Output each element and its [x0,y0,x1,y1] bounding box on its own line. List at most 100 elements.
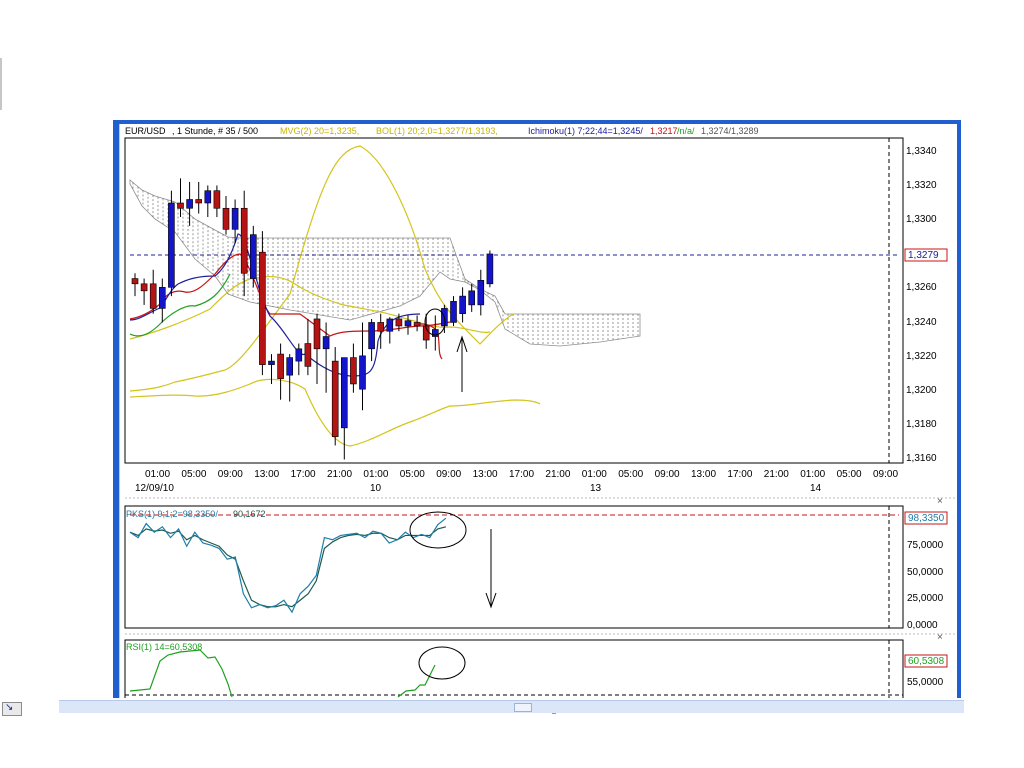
candle-body [413,322,421,327]
candle-body [222,207,230,230]
pks-fast-line [129,517,447,614]
price-tick: 1,3200 [906,385,937,396]
time-tick: 21:00 [545,469,570,480]
candle-body [259,251,266,365]
bollinger-lower [129,378,541,447]
pks-panel[interactable]: PKS(1) 9;1;2=98,3350/ 90,1672 98,3350 75… [124,505,948,631]
time-tick: 05:00 [618,469,643,480]
current-price-value: 1,3279 [908,250,939,261]
pks-current-box [904,511,948,525]
timeframe-label: , 1 Stunde, # 35 / 500 [172,126,258,136]
price-tick: 1,3320 [906,180,937,191]
price-tick: 1,3160 [906,453,937,464]
panel-divider-1[interactable]: × [125,496,956,507]
price-tick: 1,3260 [906,282,937,293]
current-price-box [904,248,948,262]
candle-body [477,279,485,306]
price-tick: 1,3240 [906,317,937,328]
panel-divider-2[interactable]: × [125,632,956,643]
time-tick: 17:00 [509,469,534,480]
corner-icon[interactable]: ↘ [2,702,22,716]
pks-label-slow: 90,1672 [233,509,266,519]
price-tick: 1,3180 [906,419,937,430]
rsi-tick: 55,0000 [907,677,944,688]
rsi-line [129,649,436,698]
price-tick: 1,3220 [906,351,937,362]
candle-body [368,322,375,350]
rsi-panel[interactable]: RSI(1) 14=60,5308 60,5308 55,0000 [124,639,948,701]
time-tick: 09:00 [436,469,461,480]
candle-body [177,202,184,209]
candle-body [286,357,293,376]
candles-group [131,178,494,460]
time-tick: 05:00 [837,469,862,480]
candle-body [468,290,476,306]
annotation-circle-price [424,308,446,336]
time-tick: 01:00 [363,469,388,480]
chikou-line [129,273,231,337]
horizontal-scrollbar[interactable] [59,700,964,713]
close-panel-icon: × [937,496,943,507]
pks-tick: 50,0000 [907,567,944,578]
price-tick: 1,3300 [906,214,937,225]
chart-window[interactable]: EUR/USD , 1 Stunde, # 35 / 500 MVG(2) 20… [119,124,957,701]
price-axis: 1,3340 1,3320 1,3300 1,3260 1,3240 1,322… [902,138,948,464]
time-tick: 21:00 [327,469,352,480]
candle-body [395,318,403,327]
candle-body [204,190,212,204]
candle-body [377,322,385,332]
time-tick: 17:00 [727,469,752,480]
time-tick: 09:00 [873,469,898,480]
time-tick: 01:00 [582,469,607,480]
candle-body [250,234,257,279]
pks-tick: 75,0000 [907,540,944,551]
time-tick: 13:00 [254,469,279,480]
date-label: 14 [810,483,822,494]
candle-body [450,301,457,323]
candle-body [240,207,248,274]
main-panel-header: EUR/USD , 1 Stunde, # 35 / 500 MVG(2) 20… [125,126,759,136]
pks-tick: 0,0000 [907,620,938,631]
candle-body [158,287,166,309]
bollinger-middle [129,276,491,340]
time-tick: 05:00 [181,469,206,480]
candle-body [331,360,339,437]
candle-body [404,320,412,327]
symbol-label: EUR/USD [125,126,166,136]
candle-body [268,360,275,365]
price-chart-canvas[interactable]: EUR/USD , 1 Stunde, # 35 / 500 MVG(2) 20… [120,124,957,701]
rsi-plot-area [124,639,904,701]
candle-body [459,295,466,314]
date-label: 12/09/10 [135,483,174,494]
candle-body [341,357,348,429]
rsi-current-box [904,654,948,668]
candle-body [186,199,193,209]
pks-current-value: 98,3350 [908,513,945,524]
main-plot-area[interactable] [124,137,904,464]
close-panel-icon: × [937,632,943,643]
candle-body [431,329,439,337]
kijun-line [129,253,451,337]
candle-body [350,357,357,385]
time-tick: 01:00 [800,469,825,480]
candle-body [168,202,175,288]
ichimoku-chikou-label: /n/a/ [677,126,695,136]
rsi-current-value: 60,5308 [908,656,945,667]
ichimoku-cloud-outline [129,179,466,321]
scrollbar-thumb[interactable] [514,703,532,712]
time-tick: 05:00 [400,469,425,480]
candle-body [386,318,394,332]
mvg-label: MVG(2) 20=1,3235, [280,126,359,136]
price-tick: 1,3340 [906,146,937,157]
date-label: 10 [370,483,382,494]
pks-tick: 25,0000 [907,593,944,604]
time-tick: 09:00 [218,469,243,480]
time-tick: 13:00 [473,469,498,480]
pks-plot-area [124,505,904,629]
time-tick: 01:00 [145,469,170,480]
annotation-circle-pks [409,511,467,549]
ichimoku-kijun-label: 1,3217 [650,126,678,136]
bollinger-label: BOL(1) 20;2,0=1,3277/1,3193, [376,126,498,136]
annotation-up-arrow [456,335,468,392]
candle-body [213,190,221,209]
